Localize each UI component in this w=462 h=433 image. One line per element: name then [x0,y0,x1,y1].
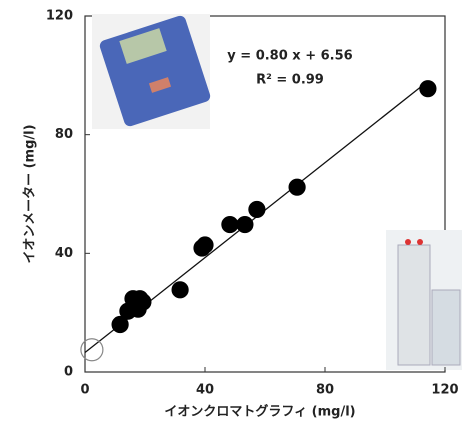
equation: y = 0.80 x + 6.56 [227,49,352,64]
meter-photo [92,14,212,129]
chart: y = 0.80 x + 6.56 R² = 0.99 イオンクロマトグラフィ … [0,0,462,433]
point [197,237,213,253]
point [249,201,265,217]
point [222,217,238,233]
x-axis-label: イオンクロマトグラフィ (mg/l) [164,404,355,420]
point [135,294,151,310]
x-tick-label: 40 [196,383,214,398]
chromatograph-photo [386,230,462,370]
y-tick-label: 80 [55,127,73,142]
r-squared: R² = 0.99 [256,73,324,88]
y-tick-label: 0 [64,365,73,380]
y-tick-label: 120 [46,9,73,24]
point [81,339,103,361]
y-tick-label: 40 [55,246,73,261]
point [289,179,305,195]
x-tick-label: 80 [316,383,334,398]
x-tick-label: 120 [431,383,458,398]
point [237,217,253,233]
y-axis-label: イオンメーター (mg/l) [23,124,38,263]
point [420,81,436,97]
x-tick-label: 0 [80,383,89,398]
point [172,282,188,298]
